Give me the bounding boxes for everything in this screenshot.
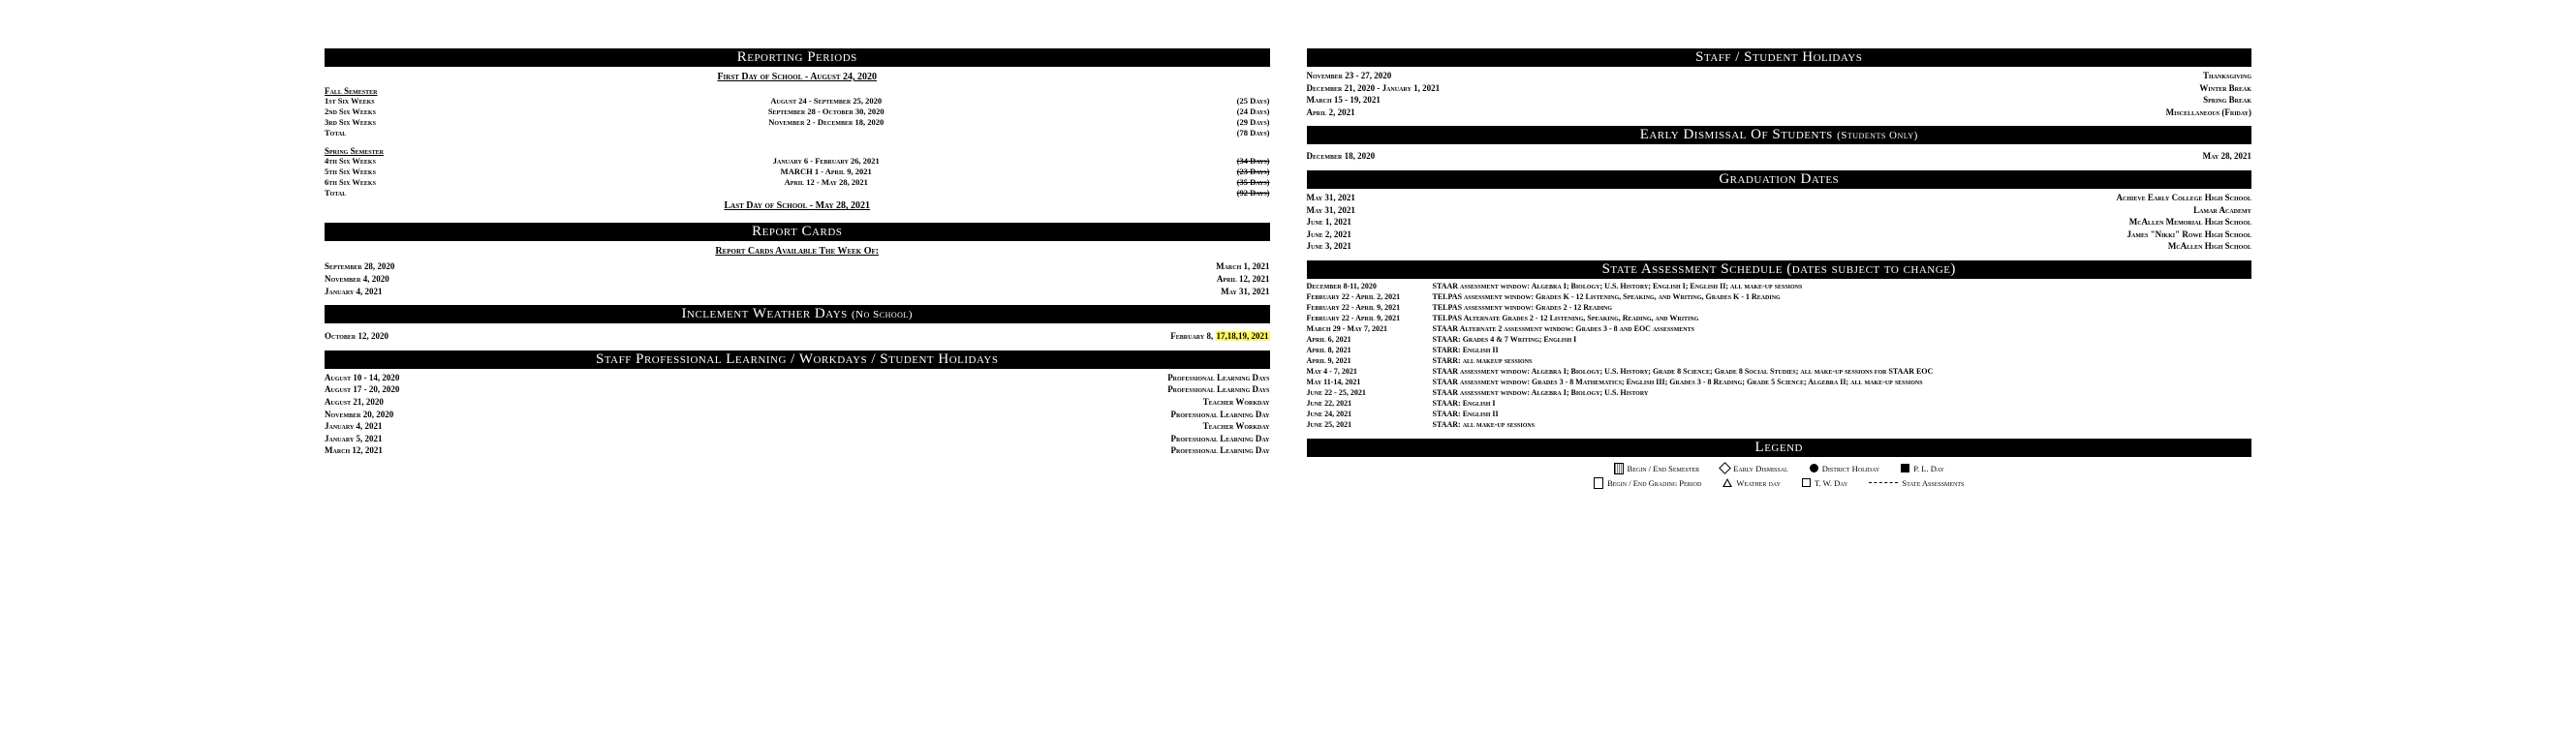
- early-header: Early Dismissal Of Students (Students On…: [1307, 126, 2252, 144]
- legend-row-1: Begin / End Semester Early Dismissal Distr…: [1307, 460, 2252, 474]
- assess-rows: December 8-11, 2020STAAR assessment wind…: [1307, 282, 2252, 431]
- legend-item: State Assessments: [1869, 478, 1964, 488]
- row: November 20, 2020Professional Learning D…: [325, 409, 1270, 421]
- assess-row: June 25, 2021STAAR: all make-up sessions: [1307, 420, 2252, 430]
- legend-item: District Holiday: [1810, 464, 1880, 473]
- assess-row: May 4 - 7, 2021STAAR assessment window: …: [1307, 367, 2252, 377]
- weather-dates: October 12, 2020 February 8, 17,18,19, 2…: [325, 330, 1270, 343]
- legend-item: Begin / End Grading Period: [1594, 477, 1701, 489]
- assess-row: May 11-14, 2021STAAR assessment window: …: [1307, 378, 2252, 387]
- spring-rows: 4th Six WeeksJanuary 6 - February 26, 20…: [325, 156, 1270, 198]
- row: August 17 - 20, 2020Professional Learnin…: [325, 383, 1270, 396]
- holiday-rows: November 23 - 27, 2020ThanksgivingDecemb…: [1307, 70, 2252, 118]
- last-day-line: Last Day of School - May 28, 2021: [325, 200, 1270, 211]
- grad-header: Graduation Dates: [1307, 170, 2252, 189]
- early-left: December 18, 2020: [1307, 150, 1376, 163]
- legend-row-2: Begin / End Grading Period Weather day T. …: [1307, 474, 2252, 489]
- row: March 15 - 19, 2021Spring Break: [1307, 94, 2252, 107]
- assess-row: February 22 - April 2, 2021TELPAS assess…: [1307, 292, 2252, 302]
- report-cards-dates: September 28, 2020November 4, 2020Januar…: [325, 260, 1270, 297]
- period-row: 2nd Six WeeksSeptember 28 - October 30, …: [325, 107, 1270, 117]
- fall-rows: 1st Six WeeksAugust 24 - September 25, 2…: [325, 96, 1270, 138]
- staff-dev-rows: August 10 - 14, 2020Professional Learnin…: [325, 372, 1270, 457]
- row: April 2, 2021Miscellaneous (Friday): [1307, 107, 2252, 119]
- row: January 4, 2021Teacher Workday: [325, 420, 1270, 433]
- right-column: Staff / Student Holidays November 23 - 2…: [1307, 48, 2252, 683]
- grad-rows: May 31, 2021Achieve Early College High S…: [1307, 192, 2252, 253]
- period-row: 1st Six WeeksAugust 24 - September 25, 2…: [325, 96, 1270, 107]
- period-row: Total(92 Days): [325, 188, 1270, 198]
- assess-row: June 22, 2021STAAR: English I: [1307, 399, 2252, 409]
- row: December 21, 2020 - January 1, 2021Winte…: [1307, 82, 2252, 95]
- fall-label: Fall Semester: [325, 86, 1270, 96]
- row: May 31, 2021Lamar Academy: [1307, 204, 2252, 217]
- report-cards-sub: Report Cards Available The Week Of:: [325, 246, 1270, 257]
- first-day-line: First Day of School - August 24, 2020: [325, 72, 1270, 82]
- period-row: 5th Six WeeksMARCH 1 - April 9, 2021(23 …: [325, 167, 1270, 177]
- row: June 1, 2021McAllen Memorial High School: [1307, 216, 2252, 228]
- period-row: Total(78 Days): [325, 128, 1270, 138]
- assess-row: April 8, 2021STARR: English II: [1307, 346, 2252, 355]
- row: January 5, 2021Professional Learning Day: [325, 433, 1270, 445]
- assess-row: June 24, 2021STAAR: English II: [1307, 410, 2252, 419]
- legend-item: T. W. Day: [1802, 478, 1847, 488]
- left-column: Reporting Periods First Day of School - …: [325, 48, 1270, 683]
- reporting-header: Reporting Periods: [325, 48, 1270, 67]
- row: June 3, 2021McAllen High School: [1307, 240, 2252, 253]
- weather-right: February 8, 17,18,19, 2021: [1170, 330, 1269, 343]
- assess-row: February 22 - April 9, 2021TELPAS assess…: [1307, 303, 2252, 313]
- assess-row: February 22 - April 9, 2021TELPAS Altern…: [1307, 314, 2252, 323]
- weather-header: Inclement Weather Days (No School): [325, 305, 1270, 323]
- row: November 23 - 27, 2020Thanksgiving: [1307, 70, 2252, 82]
- assess-header: State Assessment Schedule (dates subject…: [1307, 260, 2252, 279]
- assess-row: June 22 - 25, 2021STAAR assessment windo…: [1307, 388, 2252, 398]
- holidays-header: Staff / Student Holidays: [1307, 48, 2252, 67]
- report-cards-header: Report Cards: [325, 223, 1270, 241]
- row: May 31, 2021Achieve Early College High S…: [1307, 192, 2252, 204]
- row: August 10 - 14, 2020Professional Learnin…: [325, 372, 1270, 384]
- legend-header: Legend: [1307, 439, 2252, 457]
- early-dates: December 18, 2020 May 28, 2021: [1307, 150, 2252, 163]
- assess-row: March 29 - May 7, 2021STAAR Alternate 2 …: [1307, 324, 2252, 334]
- legend-item: Weather day: [1723, 478, 1781, 488]
- early-right: May 28, 2021: [2203, 150, 2251, 163]
- legend-item: Early Dismissal: [1721, 464, 1788, 473]
- row: August 21, 2020Teacher Workday: [325, 396, 1270, 409]
- legend-item: P. L. Day: [1901, 464, 1944, 473]
- weather-left: October 12, 2020: [325, 330, 388, 343]
- legend-item: Begin / End Semester: [1614, 463, 1700, 474]
- spring-label: Spring Semester: [325, 146, 1270, 156]
- assess-row: April 6, 2021STAAR: Grades 4 & 7 Writing…: [1307, 335, 2252, 345]
- period-row: 3rd Six WeeksNovember 2 - December 18, 2…: [325, 117, 1270, 128]
- period-row: 4th Six WeeksJanuary 6 - February 26, 20…: [325, 156, 1270, 167]
- row: March 12, 2021Professional Learning Day: [325, 444, 1270, 457]
- assess-row: December 8-11, 2020STAAR assessment wind…: [1307, 282, 2252, 291]
- staff-dev-header: Staff Professional Learning / Workdays /…: [325, 350, 1270, 369]
- assess-row: April 9, 2021STARR: all makeup sessions: [1307, 356, 2252, 366]
- period-row: 6th Six WeeksApril 12 - May 28, 2021(35 …: [325, 177, 1270, 188]
- row: June 2, 2021James "Nikki" Rowe High Scho…: [1307, 228, 2252, 241]
